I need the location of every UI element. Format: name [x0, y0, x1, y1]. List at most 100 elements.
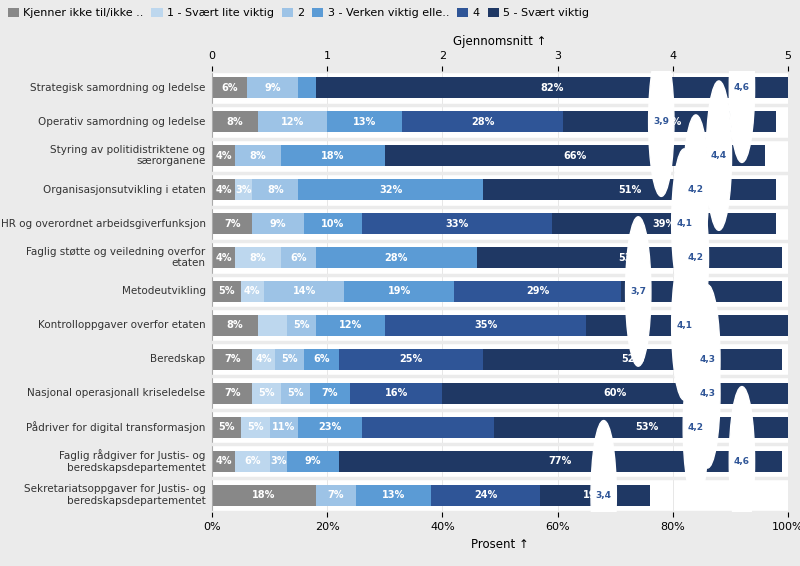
Text: Beredskap: Beredskap	[150, 354, 206, 365]
Text: 8%: 8%	[226, 117, 243, 127]
Bar	[621, 281, 782, 302]
Text: 8%: 8%	[250, 252, 266, 263]
Text: 23%: 23%	[318, 422, 342, 432]
Text: 33%: 33%	[445, 218, 469, 229]
Circle shape	[683, 353, 709, 502]
Bar	[563, 111, 777, 132]
Text: 9%: 9%	[264, 83, 281, 93]
Text: 4,1: 4,1	[676, 219, 692, 228]
Bar	[310, 383, 350, 404]
Bar	[494, 417, 799, 438]
X-axis label: Prosent ↑: Prosent ↑	[471, 538, 529, 551]
Bar	[241, 417, 270, 438]
Bar	[281, 247, 316, 268]
Bar	[454, 281, 621, 302]
Bar	[287, 451, 338, 472]
Text: 6%: 6%	[290, 252, 306, 263]
Bar	[362, 213, 552, 234]
Bar	[212, 247, 235, 268]
Text: 5%: 5%	[247, 422, 263, 432]
Bar	[552, 213, 777, 234]
Bar	[246, 77, 298, 98]
Bar	[235, 451, 270, 472]
Bar	[304, 213, 362, 234]
Bar	[431, 484, 540, 506]
Bar	[212, 349, 252, 370]
Text: 9%: 9%	[305, 456, 321, 466]
Text: 13%: 13%	[382, 490, 405, 500]
Bar	[298, 417, 362, 438]
Text: 5%: 5%	[258, 388, 275, 398]
Bar	[281, 145, 385, 166]
X-axis label: Gjennomsnitt ↑: Gjennomsnitt ↑	[454, 36, 546, 49]
Text: 3,9: 3,9	[654, 117, 670, 126]
Bar	[482, 349, 782, 370]
Text: 4%: 4%	[255, 354, 272, 365]
Text: 82%: 82%	[540, 83, 563, 93]
Text: Organisasjonsutvikling i etaten: Organisasjonsutvikling i etaten	[43, 185, 206, 195]
Text: 3,4: 3,4	[596, 491, 612, 500]
Text: 28%: 28%	[690, 286, 714, 297]
Bar	[235, 145, 281, 166]
Text: Metodeutvikling: Metodeutvikling	[122, 286, 206, 297]
Bar	[350, 383, 442, 404]
Text: 6%: 6%	[244, 456, 261, 466]
Text: 8%: 8%	[226, 320, 243, 331]
Text: 7%: 7%	[224, 388, 241, 398]
Bar	[275, 349, 304, 370]
Text: 4,2: 4,2	[688, 253, 704, 262]
Text: 24%: 24%	[474, 490, 498, 500]
Text: 35%: 35%	[474, 320, 498, 331]
Text: 5%: 5%	[293, 320, 310, 331]
Text: 25%: 25%	[399, 354, 422, 365]
Text: 5%: 5%	[282, 354, 298, 365]
Bar	[338, 451, 782, 472]
Bar	[235, 179, 252, 200]
Text: 4,3: 4,3	[699, 389, 715, 398]
Bar	[287, 315, 316, 336]
Text: 9%: 9%	[270, 218, 286, 229]
Bar	[356, 484, 431, 506]
Bar	[252, 349, 275, 370]
Text: 4,4: 4,4	[711, 151, 727, 160]
Text: 3,7: 3,7	[630, 287, 646, 296]
Bar	[270, 451, 287, 472]
Text: 28%: 28%	[471, 117, 494, 127]
Bar	[385, 315, 586, 336]
Text: 19%: 19%	[387, 286, 411, 297]
Text: 37%: 37%	[658, 117, 682, 127]
Bar	[316, 315, 385, 336]
Text: 32%: 32%	[379, 185, 402, 195]
Text: 53%: 53%	[635, 422, 658, 432]
Text: 3%: 3%	[270, 456, 286, 466]
Text: 4,6: 4,6	[734, 457, 750, 466]
Text: 77%: 77%	[549, 456, 572, 466]
Bar	[258, 315, 287, 336]
Bar	[281, 383, 310, 404]
Bar	[212, 179, 235, 200]
Bar	[252, 383, 281, 404]
Text: 7%: 7%	[322, 388, 338, 398]
Bar	[212, 451, 235, 472]
Text: 5%: 5%	[218, 422, 234, 432]
Text: 4,2: 4,2	[688, 185, 704, 194]
Text: 28%: 28%	[385, 252, 408, 263]
Text: Nasjonal operasjonall kriseledelse: Nasjonal operasjonall kriseledelse	[27, 388, 206, 398]
Bar	[586, 315, 800, 336]
Text: 18%: 18%	[322, 151, 345, 161]
Bar	[482, 179, 777, 200]
Text: Operativ samordning og ledelse: Operativ samordning og ledelse	[38, 117, 206, 127]
Text: 38%: 38%	[684, 320, 707, 331]
Bar	[385, 145, 765, 166]
Circle shape	[706, 81, 731, 230]
Bar	[212, 417, 241, 438]
Text: Strategisk samordning og ledelse: Strategisk samordning og ledelse	[30, 83, 206, 93]
Text: 4%: 4%	[244, 286, 261, 297]
Text: Faglig støtte og veiledning overfor
etaten: Faglig støtte og veiledning overfor etat…	[26, 247, 206, 268]
Text: 13%: 13%	[353, 117, 376, 127]
Text: HR og overordnet arbeidsgiverfunksjon: HR og overordnet arbeidsgiverfunksjon	[1, 218, 206, 229]
Circle shape	[591, 421, 616, 566]
Bar	[316, 484, 356, 506]
Bar	[402, 111, 563, 132]
Bar	[304, 349, 338, 370]
